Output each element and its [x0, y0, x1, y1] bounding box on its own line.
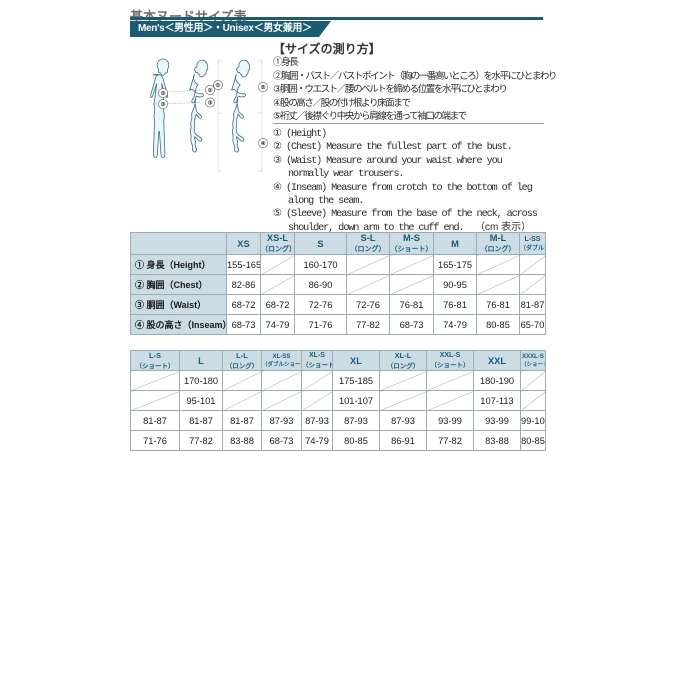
svg-text:③: ③ — [161, 102, 166, 108]
svg-text:③: ③ — [208, 101, 213, 107]
svg-text:⑤: ⑤ — [261, 85, 266, 91]
svg-text:①: ① — [216, 83, 221, 89]
svg-text:④: ④ — [261, 141, 266, 147]
svg-text:②: ② — [208, 88, 213, 94]
svg-text:②: ② — [161, 91, 166, 97]
